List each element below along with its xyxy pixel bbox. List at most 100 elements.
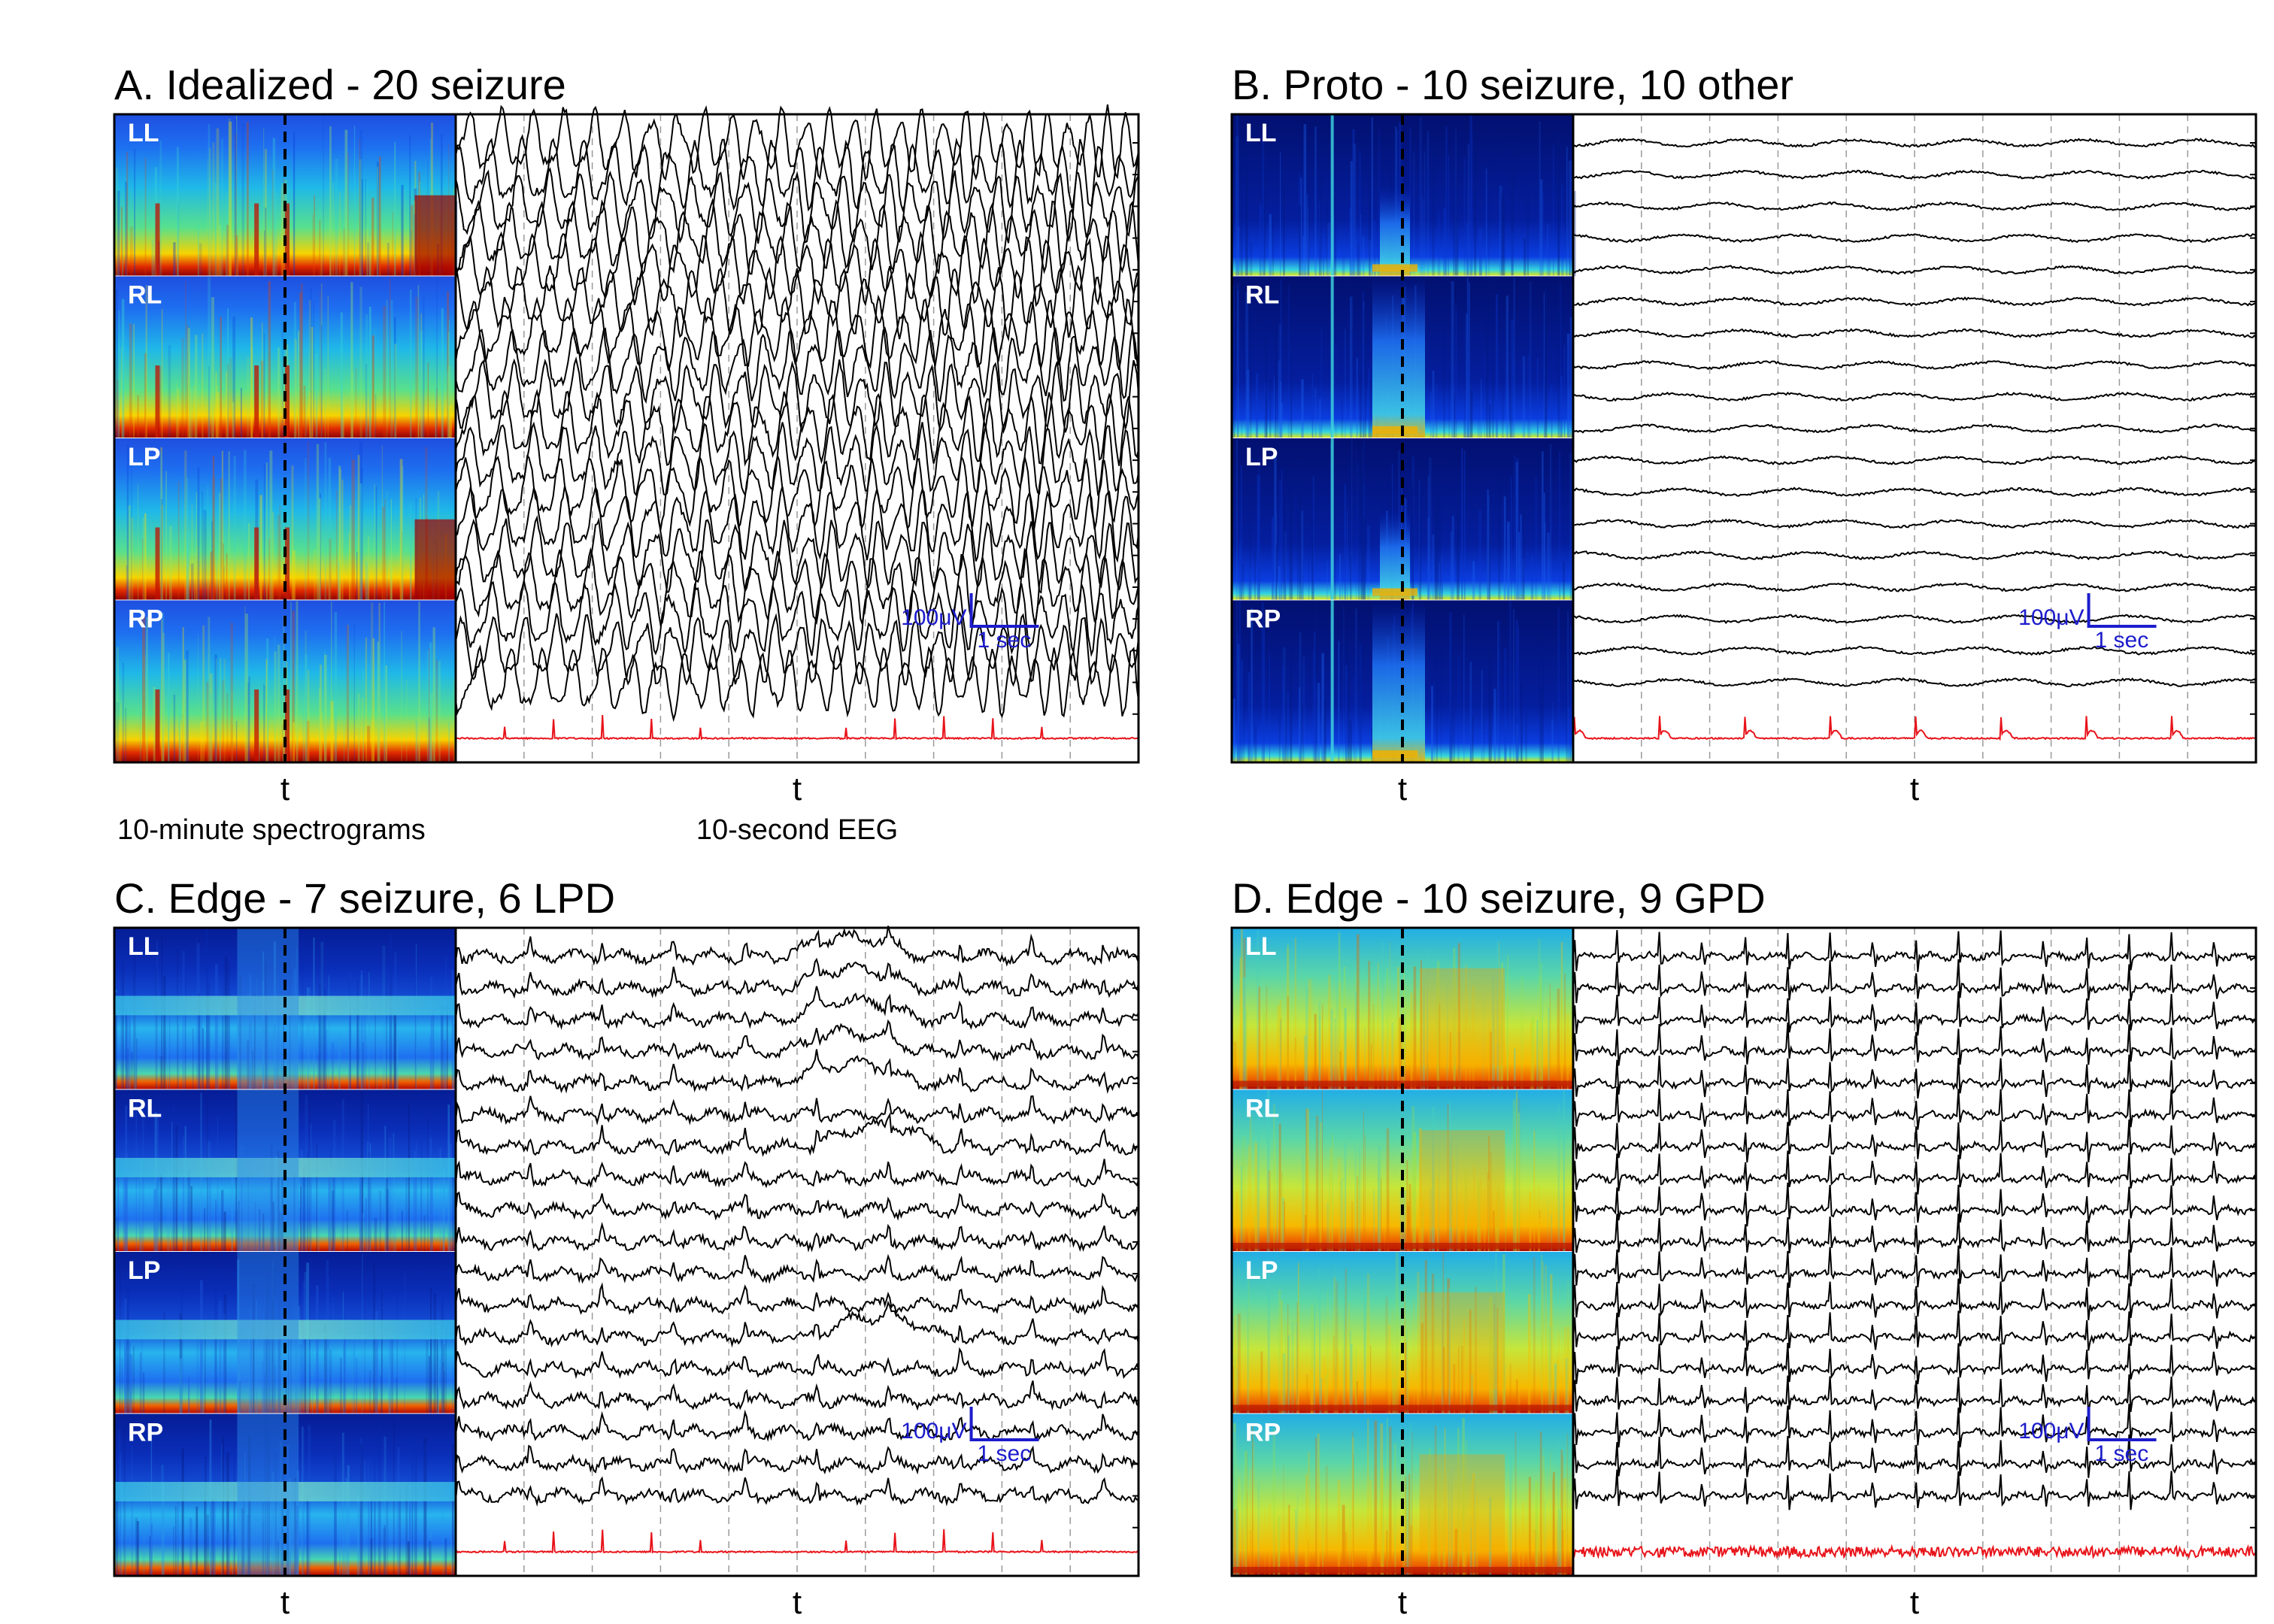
eeg-trace	[455, 421, 1139, 497]
eeg-column	[455, 926, 1139, 1576]
spectrogram-hot-column	[254, 203, 259, 277]
scale-bar: 100μV 1 sec	[2018, 592, 2157, 653]
spectrogram-event	[237, 1413, 299, 1576]
ecg-trace	[1572, 1544, 2257, 1560]
eeg-trace	[1572, 959, 2257, 1004]
channel-label: LL	[128, 119, 159, 147]
eeg-trace	[1572, 1403, 2257, 1448]
eeg-frame	[1572, 926, 2257, 1577]
panel-title: A. Idealized - 20 seizure	[114, 61, 566, 108]
eeg-trace	[1572, 1278, 2257, 1321]
eeg-trace	[1572, 930, 2257, 972]
scale-bar-lines	[2087, 592, 2157, 628]
eeg-trace	[1572, 1150, 2257, 1195]
eeg-trace	[1572, 518, 2257, 529]
scale-bar-lines	[969, 1406, 1039, 1441]
eeg-trace	[455, 1444, 1139, 1475]
spectrogram-column: LL RL LP RP	[1232, 928, 1574, 1577]
spectrogram-hot-region	[414, 195, 456, 277]
channel-label: LP	[128, 1256, 160, 1285]
eeg-axis-label: t	[793, 1584, 802, 1621]
ecg-trace	[1572, 716, 2257, 741]
eeg-trace	[455, 926, 1139, 967]
eeg-trace	[1572, 486, 2257, 497]
eeg-trace	[1572, 1342, 2257, 1385]
eeg-trace	[1572, 1374, 2257, 1414]
spectrogram-rp: RP	[114, 1413, 456, 1577]
spectrogram-hot-region	[1419, 1292, 1505, 1390]
spectrogram-hot-column	[254, 365, 259, 438]
channel-label: LP	[128, 443, 160, 471]
eeg-trace	[455, 580, 1139, 658]
spectrogram-hot-spot	[1372, 264, 1417, 272]
eeg-trace	[1572, 1182, 2257, 1227]
scale-bar-time: 1 sec	[2095, 1441, 2149, 1466]
spectrogram-hot-column	[155, 203, 160, 277]
eeg-trace	[455, 1095, 1139, 1126]
scale-bar-time: 1 sec	[978, 1441, 1032, 1466]
spectrogram-hot-region	[414, 519, 456, 601]
eeg-trace	[455, 294, 1139, 371]
eeg-trace	[455, 1019, 1139, 1062]
spectrogram-column: LL RL LP RP	[114, 114, 458, 763]
spectrogram-hot-column	[254, 527, 259, 601]
eeg-axis-label: t	[1910, 771, 1919, 807]
eeg-frame	[454, 926, 1140, 1577]
eeg-trace	[455, 1409, 1139, 1442]
channel-label: RL	[128, 281, 162, 310]
eeg-trace	[455, 1159, 1139, 1189]
eeg-trace	[455, 1380, 1139, 1412]
eeg-trace	[1572, 1023, 2257, 1066]
scale-bar: 100μV 1 sec	[2018, 1406, 2157, 1466]
panel-title: D. Edge - 10 seizure, 9 GPD	[1232, 874, 1766, 922]
spectrogram-rp: RP	[1232, 600, 1573, 763]
panel-title: C. Edge - 7 seizure, 6 LPD	[114, 874, 615, 922]
channel-label: LL	[1245, 119, 1277, 147]
eeg-trace	[1572, 1310, 2257, 1351]
eeg-trace	[455, 1222, 1139, 1253]
spectrogram-hot-column	[285, 689, 290, 762]
eeg-axis-label: t	[1910, 1584, 1919, 1621]
spectrogram-hot-region	[1419, 1130, 1505, 1228]
eeg-trace	[1572, 296, 2257, 307]
channel-label: LP	[1245, 1256, 1278, 1285]
spectrogram-hot-column	[285, 203, 290, 277]
spectrogram-burst	[1380, 186, 1410, 277]
eeg-trace	[455, 326, 1139, 404]
eeg-trace	[455, 547, 1139, 627]
eeg-trace	[1572, 1054, 2257, 1099]
channel-label: RL	[1245, 281, 1279, 310]
scale-bar-amplitude: 100μV	[901, 605, 966, 630]
channel-label: RP	[128, 605, 163, 634]
eeg-trace	[1572, 455, 2257, 465]
eeg-column	[455, 104, 1139, 762]
spectrogram-image	[1232, 1413, 1573, 1576]
spectrogram-hot-column	[285, 365, 290, 438]
spectrogram-hot-column	[285, 527, 290, 601]
spectrogram-hot-column	[155, 365, 160, 438]
eeg-trace	[1572, 233, 2257, 244]
eeg-trace	[1572, 1245, 2257, 1288]
spectrogram-artifact	[1330, 600, 1334, 762]
eeg-trace	[1572, 614, 2257, 625]
spectrogram-hot-region	[1419, 968, 1505, 1066]
eeg-trace	[1572, 991, 2257, 1036]
spectrogram-hot-spot	[1372, 750, 1417, 758]
channel-label: RP	[128, 1419, 163, 1447]
ecg-trace	[455, 715, 1139, 741]
eeg-frame	[454, 113, 1140, 764]
channel-label: LP	[1245, 443, 1278, 471]
eeg-trace	[455, 986, 1139, 1030]
eeg-frame	[1572, 113, 2257, 764]
eeg-trace	[1572, 582, 2257, 592]
eeg-trace	[1572, 1213, 2257, 1255]
eeg-trace	[1572, 550, 2257, 561]
spectrogram-texture	[1236, 114, 1576, 277]
spectrogram-hot-spot	[1372, 588, 1417, 596]
scale-bar-amplitude: 100μV	[2018, 605, 2084, 630]
eeg-trace	[1572, 138, 2257, 148]
scale-bar-lines	[969, 592, 1039, 628]
eeg-trace	[1572, 1120, 2257, 1163]
spectrogram-axis-label: t	[280, 1584, 290, 1621]
